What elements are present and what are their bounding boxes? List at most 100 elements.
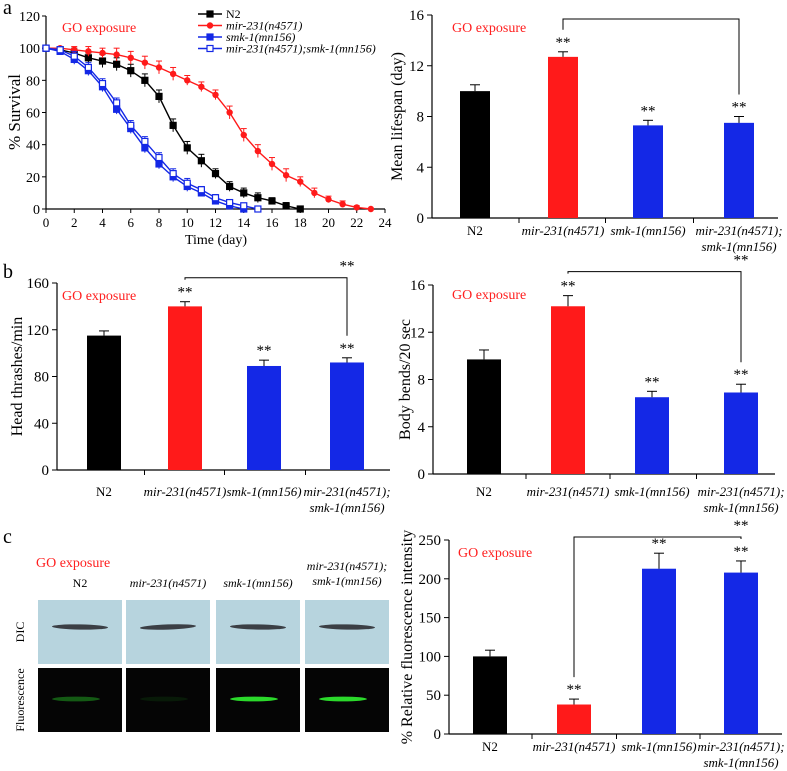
data-point [169, 121, 177, 129]
dic-image [216, 600, 300, 664]
y-tick-label: 160 [27, 276, 50, 292]
chart-title: GO exposure [62, 21, 136, 36]
image-row-label: DIC [13, 622, 27, 643]
y-tick-label: 0 [434, 727, 442, 743]
x-category-label: smk-1(mn156) [614, 484, 689, 499]
data-point [240, 189, 248, 197]
data-point [268, 197, 276, 205]
bar [467, 359, 501, 474]
x-category-label: mir-231(n4571) [144, 484, 227, 499]
data-point [141, 59, 149, 66]
chart-title: GO exposure [62, 289, 136, 304]
x-category-label: mir-231(n4571); [697, 739, 784, 754]
image-column-label: N2 [73, 576, 88, 590]
y-tick-label: 4 [418, 420, 426, 436]
data-point [282, 202, 290, 210]
y-tick-label: 0 [417, 211, 425, 227]
data-point [155, 153, 163, 162]
data-point [325, 196, 332, 203]
data-point [206, 10, 214, 18]
series-smk-1(mn156) [42, 44, 248, 213]
fluorescence-image [126, 668, 210, 732]
worm-gfp [319, 696, 367, 702]
data-point [226, 109, 233, 116]
significance-label: ** [652, 536, 667, 552]
worm-gfp [140, 696, 188, 702]
data-point [127, 67, 135, 75]
bar [633, 125, 663, 218]
data-point [42, 44, 50, 52]
y-tick-label: 12 [409, 59, 424, 75]
data-point [206, 22, 214, 29]
data-point [98, 79, 107, 88]
bends-chart: 0 4 8 12 16 Body bends/20 sec GO exposure N2 ** m… [397, 253, 785, 515]
legend: N2mir-231(n4571)smk-1(mn156)mir-231(n457… [198, 7, 376, 56]
y-tick-label: 16 [409, 8, 425, 24]
dic-image [38, 600, 122, 664]
y-tick-label: 8 [418, 373, 426, 389]
series-mir-231(n4571);smk-1(mn156) [42, 44, 262, 213]
series-line [45, 47, 244, 210]
x-category-label: mir-231(n4571); [303, 484, 390, 499]
data-point [339, 200, 346, 208]
data-point [84, 63, 92, 72]
data-point [353, 204, 360, 211]
fluorescence-chart: 0 50 100 150 200 250% Relative fluorescence i… [399, 518, 785, 770]
data-point [212, 91, 219, 99]
x-category-label: N2 [482, 739, 498, 754]
legend-label: mir-231(n4571);smk-1(mn156) [226, 42, 376, 56]
y-axis-label: % Relative fluorescence intensity [399, 530, 416, 745]
x-category-label: mir-231(n4571); [697, 484, 784, 499]
x-tick-label: 4 [99, 215, 106, 230]
data-point [297, 178, 304, 185]
y-tick-label: 16 [410, 278, 426, 294]
x-category-label: smk-1(mn156) [610, 223, 685, 238]
x-category-label: smk-1(mn156) [621, 739, 696, 754]
x-tick-label: 6 [128, 215, 135, 230]
image-column-label: smk-1(mn156) [312, 574, 381, 588]
significance-label: ** [257, 343, 272, 359]
y-tick-label: 0 [42, 463, 50, 479]
worm-gfp [230, 696, 278, 702]
y-tick-label: 100 [419, 649, 442, 665]
bar [247, 365, 281, 470]
image-column-label: mir-231(n4571) [130, 576, 206, 590]
data-point [367, 205, 375, 213]
significance-label: ** [732, 100, 747, 116]
y-tick-label: 40 [26, 139, 40, 154]
image-column-label: mir-231(n4571); [307, 559, 387, 573]
bar [642, 568, 676, 734]
bracket-significance-label: ** [340, 259, 355, 275]
y-tick-label: 100 [19, 42, 40, 57]
data-point [296, 205, 304, 213]
data-point [183, 144, 191, 152]
significance-label: ** [561, 279, 576, 295]
bar [724, 392, 758, 474]
dic-image [126, 600, 210, 664]
data-point [226, 182, 234, 191]
worm-dic [140, 624, 196, 630]
x-category-label: N2 [96, 484, 112, 499]
bar [473, 656, 507, 734]
worm-dic [230, 624, 286, 630]
significance-label: ** [734, 544, 749, 560]
x-category-label: smk-1(mn156) [703, 500, 778, 515]
x-tick-label: 2 [71, 215, 78, 230]
significance-label: ** [734, 367, 749, 383]
bar [330, 362, 364, 470]
data-point [211, 194, 220, 202]
x-category-label: smk-1(mn156) [701, 239, 776, 254]
dic-image [305, 600, 389, 664]
x-axis-label: Time (day) [185, 233, 247, 248]
x-tick-label: 8 [156, 215, 163, 230]
x-tick-label: 20 [322, 215, 335, 230]
x-category-label: mir-231(n4571) [527, 484, 610, 499]
chart-title: GO exposure [452, 288, 526, 303]
y-tick-label: 150 [419, 611, 442, 627]
y-tick-label: 120 [27, 323, 50, 339]
image-row-label: Fluorescence [13, 668, 27, 731]
data-point [268, 160, 276, 168]
y-tick-label: 4 [417, 160, 425, 176]
